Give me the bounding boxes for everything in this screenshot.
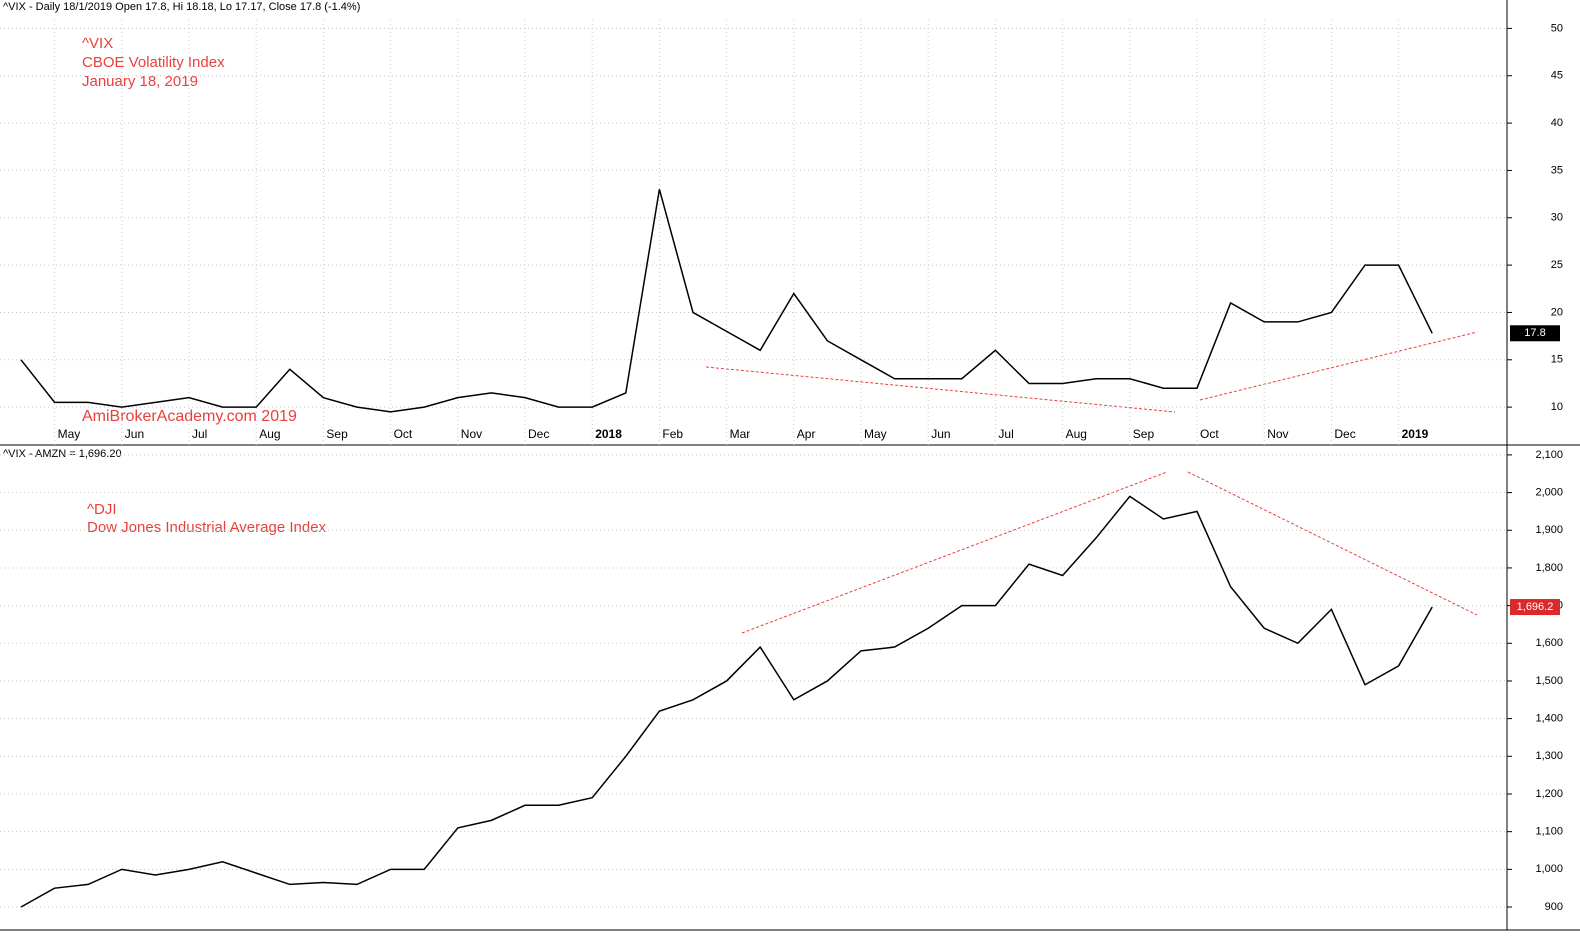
annotation: CBOE Volatility Index (82, 54, 225, 71)
x-tick-label: May (58, 427, 81, 441)
x-tick-label: Jul (998, 427, 1013, 441)
annotation: ^DJI (87, 501, 117, 518)
x-tick-label: Sep (326, 427, 348, 441)
price-line (20, 189, 1433, 413)
y-tick-label: 25 (1551, 259, 1563, 271)
x-tick-label: 2018 (595, 427, 622, 441)
trend-line (705, 366, 1176, 413)
x-tick-label: May (864, 427, 887, 441)
y-tick-label: 40 (1551, 117, 1563, 129)
trend-line (1187, 471, 1478, 616)
y-tick-label: 15 (1551, 354, 1563, 366)
x-tick-label: Mar (730, 427, 751, 441)
last-value-label: 17.8 (1524, 327, 1545, 339)
annotation: Dow Jones Industrial Average Index (87, 519, 327, 536)
x-tick-label: Feb (662, 427, 683, 441)
x-tick-label: Dec (528, 427, 549, 441)
x-tick-label: Jul (192, 427, 207, 441)
y-tick-label: 1,200 (1535, 788, 1563, 800)
y-tick-label: 35 (1551, 164, 1563, 176)
x-tick-label: Nov (461, 427, 482, 441)
y-tick-label: 45 (1551, 70, 1563, 82)
annotation: January 18, 2019 (82, 73, 198, 90)
x-tick-label: Jun (931, 427, 950, 441)
trend-line (741, 471, 1168, 634)
y-tick-label: 1,000 (1535, 863, 1563, 875)
y-tick-label: 1,500 (1535, 675, 1563, 687)
y-tick-label: 1,600 (1535, 637, 1563, 649)
price-line (20, 495, 1433, 908)
x-tick-label: Sep (1133, 427, 1155, 441)
header: ^VIX - AMZN = 1,696.20 (3, 448, 122, 460)
y-tick-label: 20 (1551, 306, 1563, 318)
trend-line (1199, 331, 1478, 401)
y-tick-label: 50 (1551, 22, 1563, 34)
y-tick-label: 1,300 (1535, 750, 1563, 762)
y-tick-label: 30 (1551, 212, 1563, 224)
x-tick-label: 2019 (1402, 427, 1429, 441)
x-tick-label: Nov (1267, 427, 1288, 441)
y-tick-label: 2,100 (1535, 449, 1563, 461)
x-tick-label: Apr (797, 427, 816, 441)
x-tick-label: Oct (394, 427, 413, 441)
y-tick-label: 10 (1551, 401, 1563, 413)
header: ^VIX - Daily 18/1/2019 Open 17.8, Hi 18.… (3, 1, 360, 13)
x-tick-label: Aug (1066, 427, 1087, 441)
annotation: ^VIX (82, 35, 113, 52)
y-tick-label: 900 (1545, 901, 1563, 913)
x-tick-label: Dec (1334, 427, 1355, 441)
y-tick-label: 1,900 (1535, 524, 1563, 536)
y-tick-label: 1,100 (1535, 826, 1563, 838)
x-tick-label: Aug (259, 427, 280, 441)
x-tick-label: Oct (1200, 427, 1219, 441)
x-tick-label: Jun (125, 427, 144, 441)
y-tick-label: 2,000 (1535, 486, 1563, 498)
y-tick-label: 1,400 (1535, 713, 1563, 725)
y-tick-label: 1,800 (1535, 562, 1563, 574)
last-value-box (1510, 599, 1560, 616)
last-value-box (1510, 325, 1560, 342)
last-value-label: 1,696.2 (1517, 601, 1554, 613)
